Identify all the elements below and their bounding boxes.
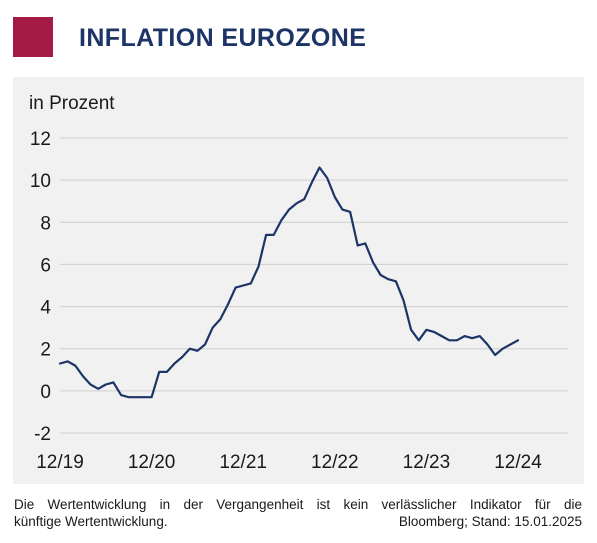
page-title: INFLATION EUROZONE <box>79 24 367 52</box>
y-tick-label: 8 <box>40 213 51 234</box>
x-tick-labels: 12/19 12/20 12/21 12/22 12/23 12/24 <box>36 452 542 473</box>
x-tick-label: 12/20 <box>128 452 176 473</box>
footnote-source: Bloomberg; Stand: 15.01.2025 <box>398 514 582 529</box>
footnote-disclaimer-end: künftige Wertentwicklung. <box>14 514 168 529</box>
x-tick-label: 12/22 <box>311 452 359 473</box>
y-tick-label: 10 <box>30 171 51 192</box>
chart-panel: in Prozent -2 0 2 4 6 8 10 12 12/19 12/20 12/21 12… <box>13 77 584 484</box>
footnote-line2: künftige Wertentwicklung. Bloomberg; Sta… <box>14 513 582 530</box>
x-tick-label: 12/21 <box>219 452 267 473</box>
y-tick-label: 4 <box>40 298 51 319</box>
y-tick-label: 12 <box>30 129 51 150</box>
y-tick-label: 6 <box>40 255 51 276</box>
y-tick-label: -2 <box>34 424 51 445</box>
series-layer <box>58 166 520 399</box>
y-tick-labels: -2 0 2 4 6 8 10 12 <box>30 129 52 445</box>
x-tick-label: 12/24 <box>494 452 542 473</box>
series-line-inflation <box>58 166 520 399</box>
x-tick-label: 12/19 <box>36 452 84 473</box>
brand-logo-square <box>13 17 53 57</box>
gridlines <box>60 137 568 434</box>
x-tick-label: 12/23 <box>403 452 451 473</box>
y-axis-label: in Prozent <box>29 93 115 114</box>
y-tick-label: 2 <box>40 340 51 361</box>
footnote-disclaimer: Die Wertentwicklung in der Vergangenheit… <box>14 497 582 512</box>
y-tick-label: 0 <box>40 382 51 403</box>
footnote: Die Wertentwicklung in der Vergangenheit… <box>14 496 582 530</box>
